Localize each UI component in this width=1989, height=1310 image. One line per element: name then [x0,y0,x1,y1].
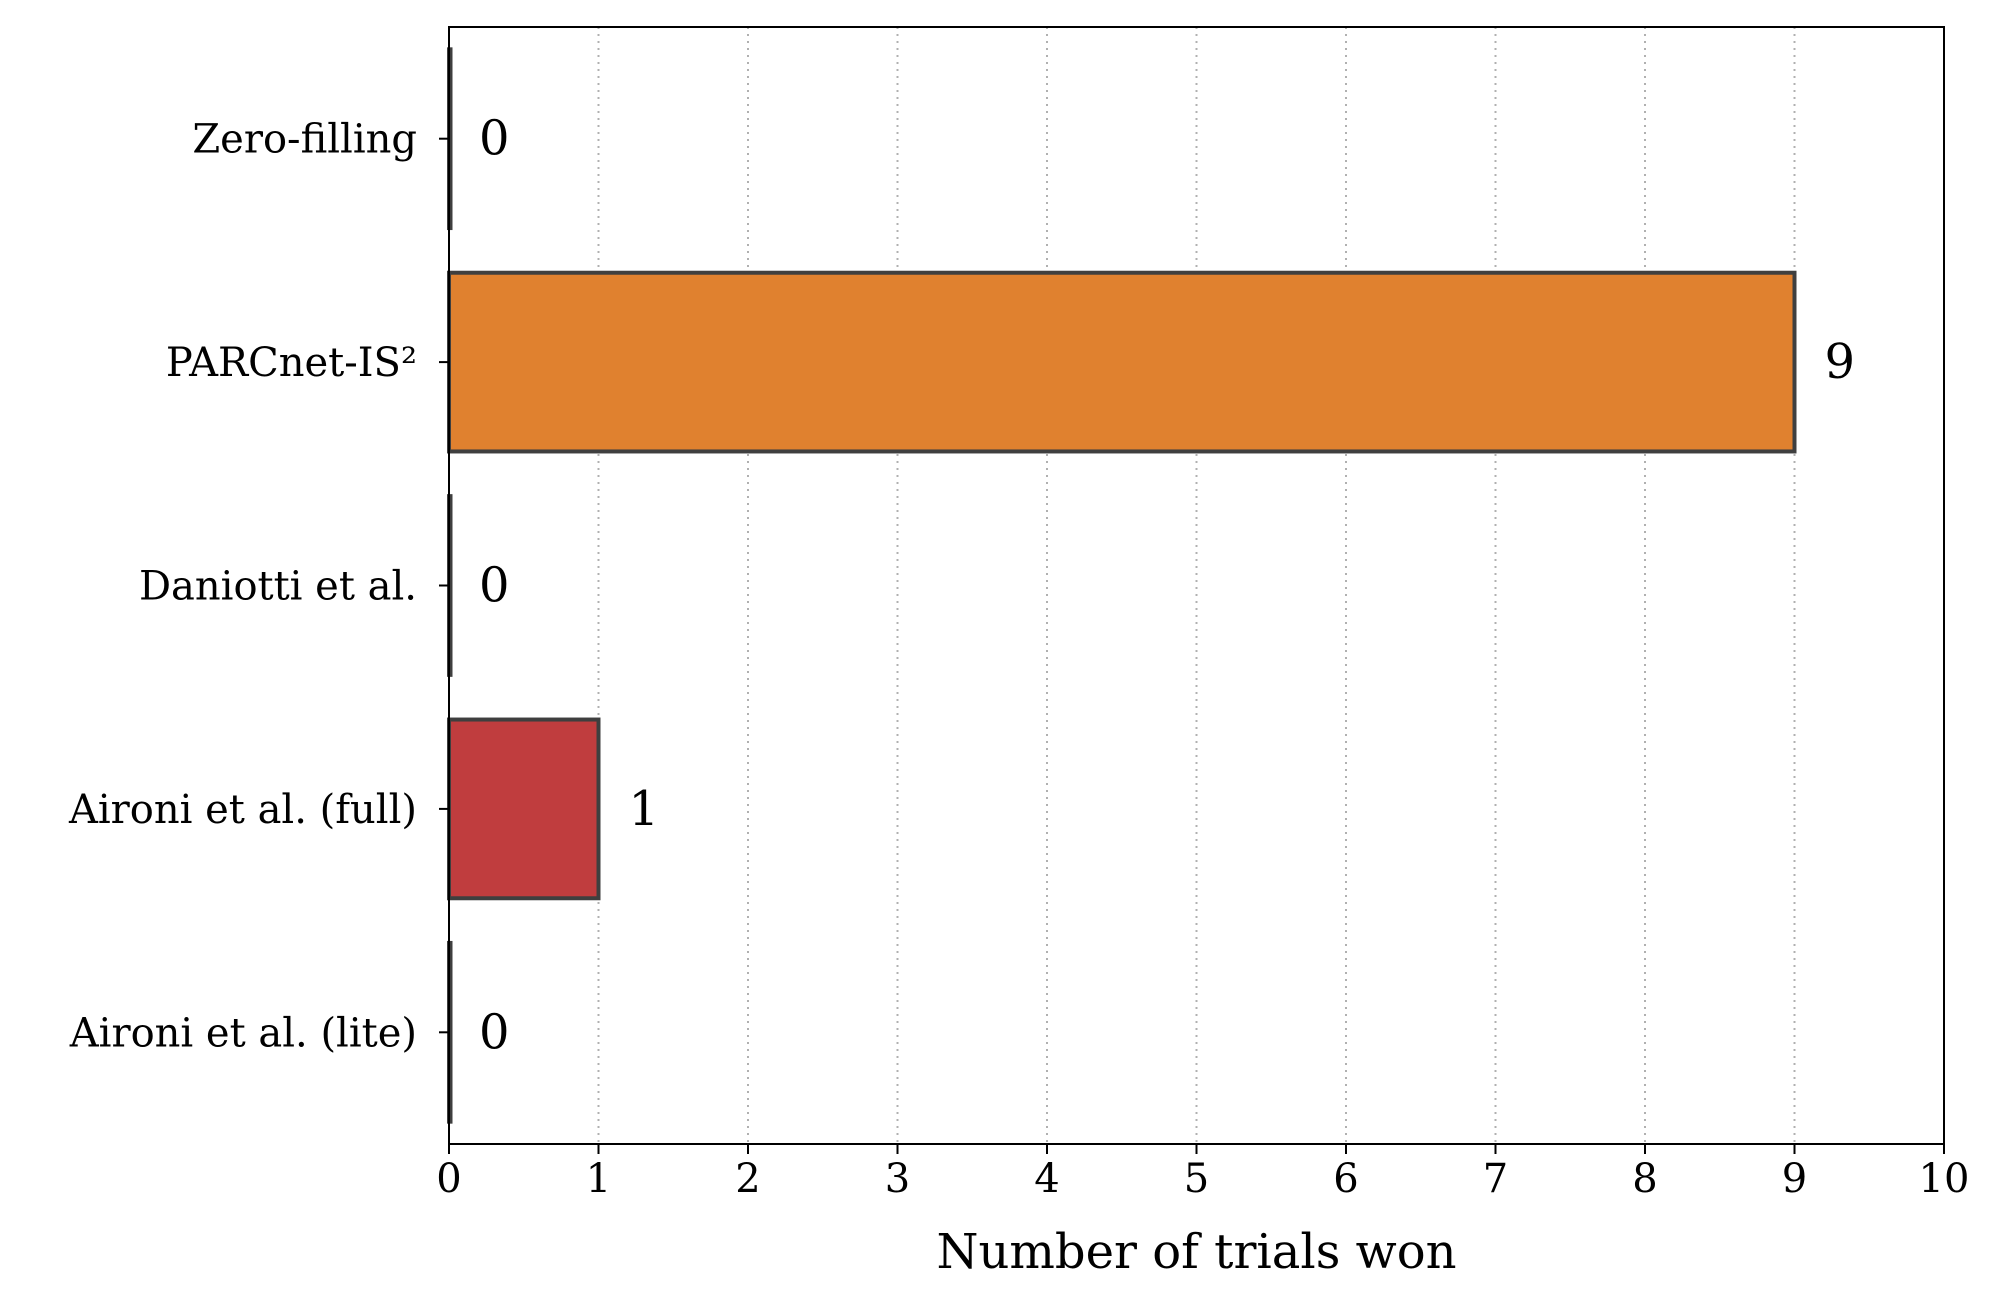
x-tick-label: 0 [436,1156,461,1202]
grid-lines [597,27,1796,1144]
bars [447,47,1797,1124]
x-tick-label: 3 [885,1156,910,1202]
axis-ticks: 0 1 2 3 4 5 6 7 8 9 10 [436,137,1970,1202]
y-tick-label: Aironi et al. (full) [68,787,417,833]
data-label: 9 [1825,334,1856,390]
x-tick-label: 8 [1632,1156,1657,1202]
bar [447,270,1797,454]
y-tick-label: Zero-filling [192,117,417,163]
data-label: 0 [479,111,510,167]
x-tick-label: 2 [735,1156,760,1202]
y-tick-label: PARCnet-IS² [166,340,417,386]
y-tick-label: Daniotti et al. [139,564,417,610]
data-label: 0 [479,1004,510,1060]
y-tick-label: Aironi et al. (lite) [69,1010,417,1056]
x-tick-label: 1 [586,1156,611,1202]
x-tick-label: 5 [1184,1156,1209,1202]
x-tick-label: 6 [1333,1156,1358,1202]
x-tick-label: 10 [1919,1156,1970,1202]
labels: Zero-filling 0 PARCnet-IS² 9 Daniotti et al.… [68,111,1855,1061]
x-tick-label: 4 [1034,1156,1059,1202]
data-label: 1 [629,781,660,837]
data-label: 0 [479,558,510,614]
x-tick-label: 7 [1483,1156,1508,1202]
x-tick-label: 9 [1782,1156,1807,1202]
bar [447,717,601,901]
x-axis-label: Number of trials won [936,1224,1456,1280]
plot-frame [448,26,1945,1145]
